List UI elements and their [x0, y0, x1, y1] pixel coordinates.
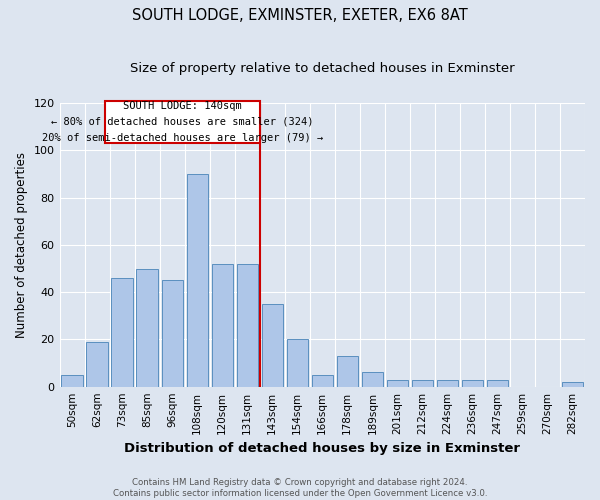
- Bar: [462, 380, 483, 386]
- Y-axis label: Number of detached properties: Number of detached properties: [15, 152, 28, 338]
- Bar: [112, 278, 133, 386]
- Text: SOUTH LODGE: 140sqm
← 80% of detached houses are smaller (324)
20% of semi-detac: SOUTH LODGE: 140sqm ← 80% of detached ho…: [41, 102, 323, 142]
- Bar: [287, 340, 308, 386]
- Bar: [136, 268, 158, 386]
- Bar: [236, 264, 258, 386]
- Bar: [61, 375, 83, 386]
- Bar: [487, 380, 508, 386]
- Bar: [311, 375, 333, 386]
- Title: Size of property relative to detached houses in Exminster: Size of property relative to detached ho…: [130, 62, 515, 76]
- Text: Contains HM Land Registry data © Crown copyright and database right 2024.
Contai: Contains HM Land Registry data © Crown c…: [113, 478, 487, 498]
- X-axis label: Distribution of detached houses by size in Exminster: Distribution of detached houses by size …: [124, 442, 520, 455]
- Bar: [562, 382, 583, 386]
- Bar: [187, 174, 208, 386]
- Bar: [337, 356, 358, 386]
- Bar: [437, 380, 458, 386]
- Text: SOUTH LODGE, EXMINSTER, EXETER, EX6 8AT: SOUTH LODGE, EXMINSTER, EXETER, EX6 8AT: [132, 8, 468, 22]
- Bar: [212, 264, 233, 386]
- Bar: [161, 280, 183, 386]
- Bar: [362, 372, 383, 386]
- Bar: [86, 342, 108, 386]
- FancyBboxPatch shape: [104, 100, 260, 143]
- Bar: [387, 380, 408, 386]
- Bar: [262, 304, 283, 386]
- Bar: [412, 380, 433, 386]
